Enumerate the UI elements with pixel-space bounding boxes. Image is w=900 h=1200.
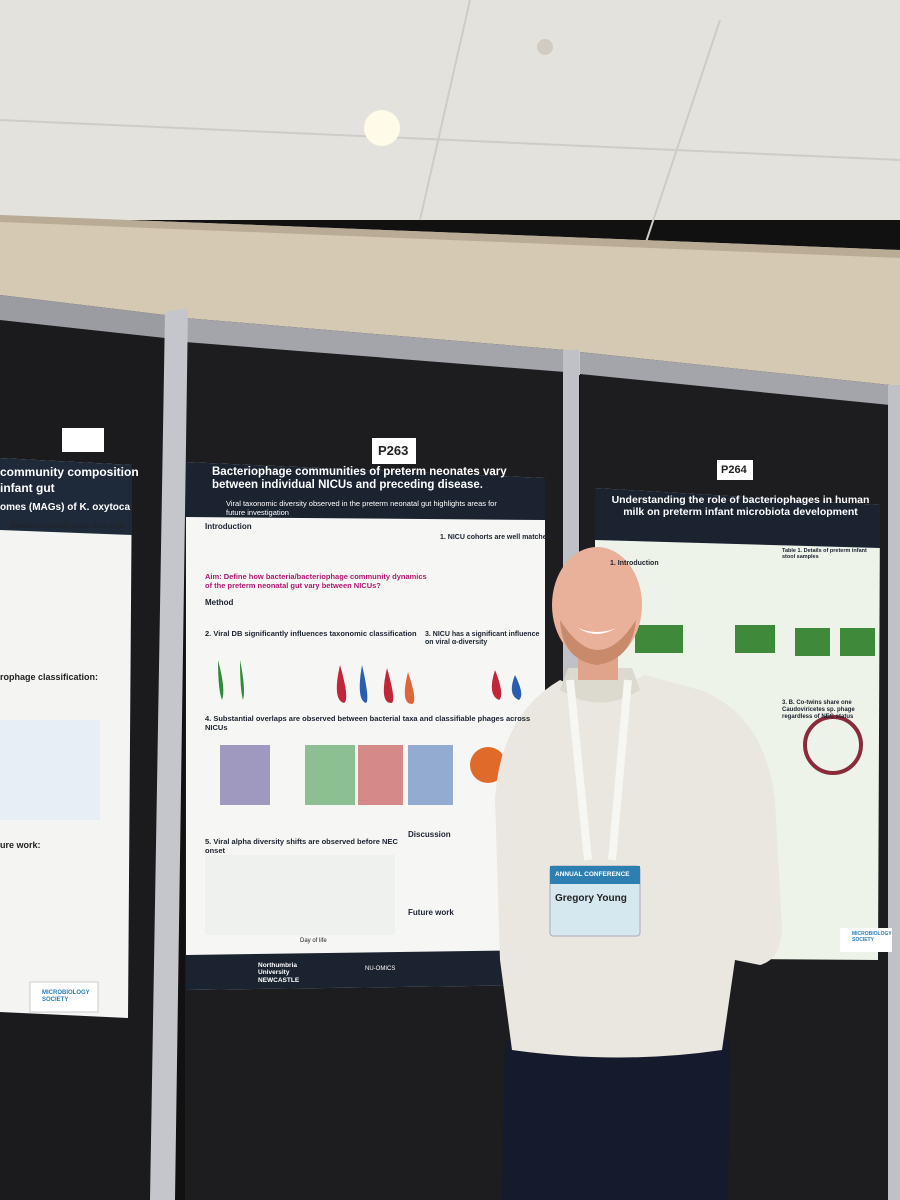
violin <box>511 675 522 700</box>
poster-title: infant gut <box>0 481 55 495</box>
poster-section: Introduction <box>205 522 252 531</box>
poster-title-bar <box>595 488 880 548</box>
poster-footer-bar <box>186 950 545 990</box>
tree-figure <box>0 720 100 820</box>
ceiling-seam <box>419 0 471 221</box>
axis-label: Day of life <box>300 938 327 944</box>
flow-box <box>840 628 875 656</box>
board-frame <box>185 318 565 372</box>
line-plots <box>205 855 395 935</box>
beard <box>560 620 636 665</box>
poster-section: 3. NICU has a significant influence on v… <box>425 631 540 647</box>
logo-text: Northumbria University NEWCASTLE <box>258 962 300 984</box>
poster-section: Future work <box>408 908 454 917</box>
logo-text: MICROBIOLOGY SOCIETY <box>42 990 90 1003</box>
heatmap <box>305 745 355 805</box>
board-label <box>717 460 753 480</box>
ceiling-seam <box>0 119 900 161</box>
flow-boxes <box>635 625 875 656</box>
poster-section: 2. Viral DB significantly influences tax… <box>205 629 417 638</box>
lanyard <box>566 679 632 861</box>
plots <box>205 660 522 935</box>
poster-section: Method <box>205 598 234 607</box>
poster-title-bar <box>186 462 545 520</box>
violin <box>240 660 244 700</box>
person <box>495 547 782 1200</box>
board-label <box>372 438 416 464</box>
violin <box>491 670 502 700</box>
poster-title: community composition <box>0 465 139 479</box>
poster-aim: Aim: Define how bacteria/bacteriophage c… <box>205 572 427 590</box>
violin <box>336 665 347 703</box>
violin <box>359 665 368 703</box>
badge-event: ANNUAL CONFERENCE <box>555 871 630 878</box>
pole <box>888 385 900 1200</box>
pie-figure <box>470 747 506 783</box>
poster-email: theodora.tzanou@northumbria.ac.uk <box>11 523 125 530</box>
poster-section: 1. NICU cohorts are well matched <box>440 534 551 541</box>
logo-box <box>840 928 892 952</box>
board-label-text: P263 <box>378 443 409 458</box>
ceiling-seam <box>639 19 721 261</box>
badge-name: Gregory Young <box>555 893 627 904</box>
smile <box>578 628 616 634</box>
genome-map <box>803 715 863 775</box>
violin <box>404 672 415 704</box>
violin <box>383 668 394 703</box>
board-frame <box>0 295 165 338</box>
heatmap <box>408 745 453 805</box>
wall <box>0 215 900 400</box>
poster-section: 3. B. Co-twins share one Caudoviricetes … <box>782 700 855 720</box>
wall-trim <box>0 215 900 258</box>
violin <box>218 660 224 700</box>
ceiling <box>0 0 900 220</box>
board-frame <box>580 352 890 405</box>
flow-box <box>735 625 775 653</box>
ceiling-light <box>364 110 400 146</box>
badge-header <box>550 866 640 884</box>
poster-section: Discussion <box>408 830 451 839</box>
poster-subtitle: omes (MAGs) of K. oxytoca <box>0 502 131 513</box>
poster-title: Understanding the role of bacteriophages… <box>611 494 870 519</box>
poster-title-bar <box>0 458 132 535</box>
poster-section: 5. Viral alpha diversity shifts are obse… <box>205 837 398 855</box>
flow-box <box>635 625 683 653</box>
logo-box <box>29 981 99 1013</box>
poster-title: Bacteriophage communities of preterm neo… <box>212 466 507 492</box>
poster-section: 1. Introduction <box>610 560 659 567</box>
heatmap <box>220 745 270 805</box>
poster-subtitle: Viral taxonomic diversity observed in th… <box>226 499 497 517</box>
pole <box>150 308 188 1200</box>
logo-text: MICROBIOLOGY SOCIETY <box>852 931 892 943</box>
flow-box <box>795 628 830 656</box>
heatmap <box>358 745 403 805</box>
board-label-text: P264 <box>721 464 747 476</box>
poster-section: rophage classification: <box>0 672 99 682</box>
badge-sticker <box>62 428 104 452</box>
poster-section: 4. Substantial overlaps are observed bet… <box>205 714 531 732</box>
logo-text: NU-OMICS <box>365 966 396 972</box>
sensor <box>537 39 553 55</box>
table-caption: Table 1. Details of preterm infant stool… <box>782 548 867 561</box>
trousers <box>502 1040 730 1200</box>
head <box>552 547 642 663</box>
poster-section: ure work: <box>0 840 41 850</box>
